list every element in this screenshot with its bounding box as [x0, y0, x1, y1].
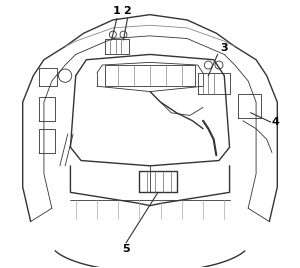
Text: 2: 2	[124, 6, 131, 16]
Text: 3: 3	[220, 43, 228, 53]
Text: 4: 4	[272, 117, 279, 127]
Text: 1: 1	[113, 6, 121, 16]
Bar	[105, 65, 195, 86]
Text: 5: 5	[122, 244, 130, 254]
